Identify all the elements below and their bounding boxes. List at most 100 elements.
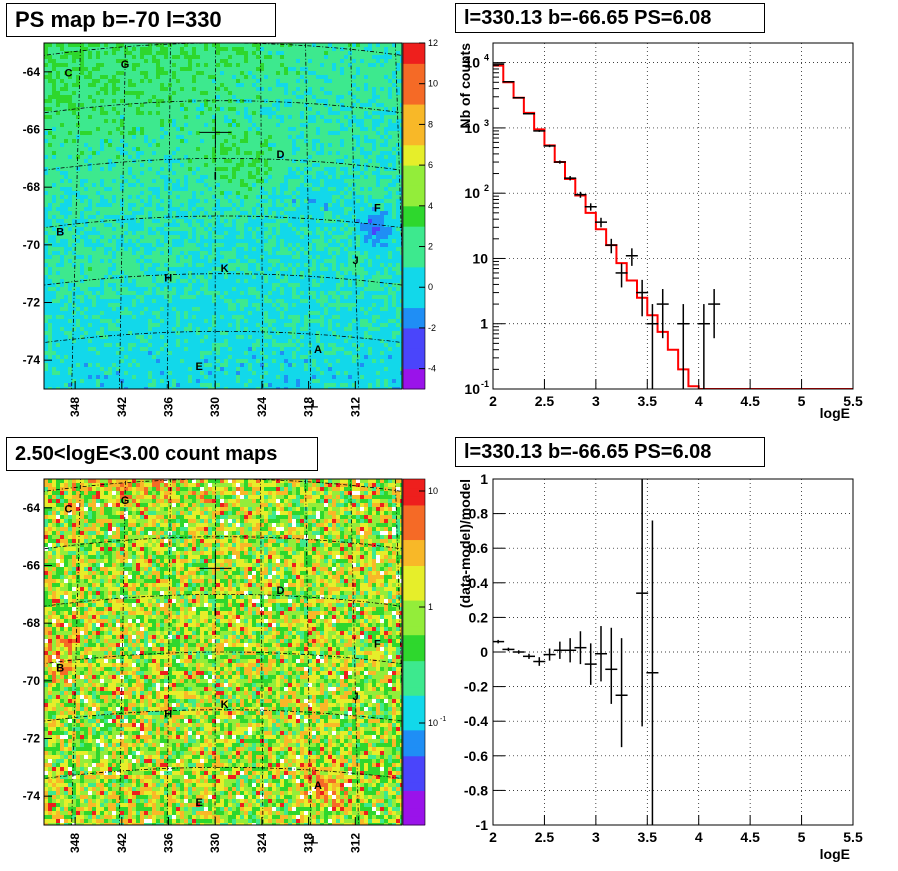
- map-pixel: [380, 179, 385, 184]
- map-pixel: [276, 215, 281, 220]
- map-pixel: [244, 179, 249, 184]
- map-pixel: [172, 119, 177, 124]
- map-pixel: [372, 111, 377, 116]
- map-pixel: [176, 215, 181, 220]
- map-pixel: [140, 163, 145, 168]
- map-pixel: [176, 239, 181, 244]
- map-pixel: [316, 51, 321, 56]
- map-pixel: [368, 95, 373, 100]
- map-pixel: [212, 99, 217, 104]
- map-pixel: [200, 227, 205, 232]
- map-pixel: [256, 195, 261, 200]
- map-pixel: [400, 239, 402, 244]
- map-pixel: [48, 123, 53, 128]
- map-pixel: [232, 103, 237, 108]
- map-pixel: [88, 91, 93, 96]
- map-pixel: [92, 251, 97, 256]
- map-pixel: [224, 163, 229, 168]
- map-pixel: [384, 167, 389, 172]
- map-pixel: [180, 75, 185, 80]
- map-pixel: [104, 91, 109, 96]
- map-pixel: [128, 111, 133, 116]
- map-pixel: [140, 111, 145, 116]
- map-pixel: [64, 143, 69, 148]
- map-pixel: [336, 63, 341, 68]
- map-pixel: [276, 47, 281, 52]
- map-pixel: [384, 207, 389, 212]
- map-pixel: [156, 107, 161, 112]
- map-pixel: [112, 83, 117, 88]
- map-pixel: [352, 83, 357, 88]
- map-pixel: [380, 131, 385, 136]
- map-pixel: [332, 71, 337, 76]
- map-pixel: [48, 191, 53, 196]
- map-pixel: [52, 151, 57, 156]
- map-pixel: [296, 239, 301, 244]
- map-pixel: [184, 143, 189, 148]
- map-pixel: [252, 87, 257, 92]
- map-pixel: [264, 159, 269, 164]
- map-pixel: [216, 147, 221, 152]
- map-pixel: [360, 123, 365, 128]
- map-pixel: [156, 135, 161, 140]
- map-pixel: [308, 103, 313, 108]
- map-pixel: [276, 119, 281, 124]
- map-pixel: [60, 99, 65, 104]
- map-pixel: [300, 235, 305, 240]
- map-pixel: [48, 99, 53, 104]
- map-pixel: [340, 215, 345, 220]
- map-pixel: [88, 203, 93, 208]
- map-pixel: [136, 183, 141, 188]
- map-pixel: [44, 247, 49, 252]
- map-pixel: [124, 63, 129, 68]
- map-pixel: [392, 251, 397, 256]
- map-pixel: [248, 135, 253, 140]
- map-pixel: [248, 215, 253, 220]
- map-pixel: [84, 175, 89, 180]
- map-pixel: [68, 195, 73, 200]
- map-pixel: [76, 263, 81, 268]
- map-pixel: [252, 187, 257, 192]
- map-pixel: [52, 95, 57, 100]
- map-pixel: [360, 211, 365, 216]
- map-pixel: [140, 83, 145, 88]
- map-pixel: [80, 51, 85, 56]
- map-pixel: [48, 199, 53, 204]
- map-pixel: [92, 103, 97, 108]
- map-pixel: [260, 111, 265, 116]
- map-pixel: [312, 219, 317, 224]
- map-pixel: [140, 123, 145, 128]
- map-pixel: [264, 179, 269, 184]
- map-pixel: [124, 251, 129, 256]
- map-pixel: [152, 75, 157, 80]
- map-pixel: [276, 91, 281, 96]
- map-pixel: [268, 239, 273, 244]
- map-pixel: [320, 239, 325, 244]
- map-pixel: [284, 211, 289, 216]
- map-pixel: [248, 175, 253, 180]
- map-pixel: [356, 247, 361, 252]
- map-pixel: [152, 155, 157, 160]
- map-pixel: [96, 131, 101, 136]
- map-pixel: [396, 251, 401, 256]
- map-pixel: [100, 239, 105, 244]
- map-pixel: [164, 91, 169, 96]
- map-pixel: [296, 183, 301, 188]
- map-pixel: [160, 43, 165, 48]
- map-pixel: [88, 195, 93, 200]
- map-pixel: [112, 79, 117, 84]
- map-pixel: [344, 199, 349, 204]
- map-pixel: [188, 111, 193, 116]
- map-pixel: [72, 103, 77, 108]
- map-pixel: [56, 127, 61, 132]
- map-pixel: [208, 139, 213, 144]
- map-pixel: [272, 139, 277, 144]
- map-pixel: [56, 259, 61, 264]
- map-pixel: [196, 263, 201, 268]
- map-pixel: [188, 247, 193, 252]
- map-pixel: [344, 251, 349, 256]
- map-pixel: [188, 207, 193, 212]
- map-pixel: [148, 171, 153, 176]
- map-pixel: [344, 259, 349, 264]
- map-pixel: [152, 123, 157, 128]
